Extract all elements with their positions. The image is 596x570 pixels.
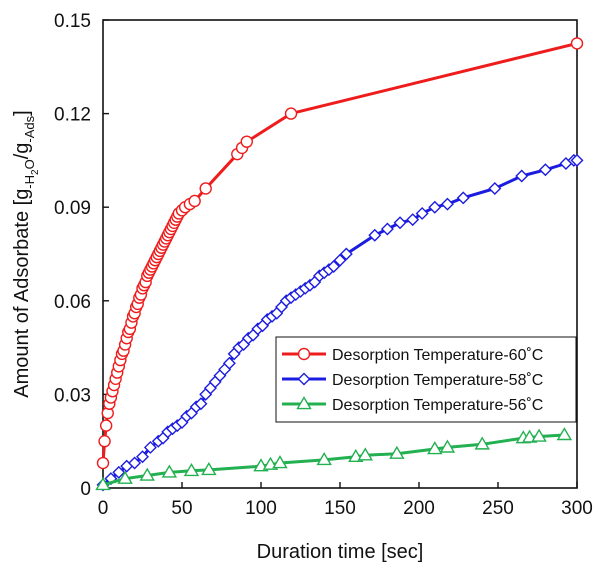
data-point-triangle [556,427,573,441]
legend-item-3: Desorption Temperature-56˚C [282,396,543,414]
data-point-diamond [368,228,382,242]
data-point-diamond [570,153,584,167]
data-point-diamond [194,397,208,411]
y-axis-title-sub1: -H [22,175,37,189]
y-axis-title-sub1-tail: O [22,159,37,169]
data-point-circle [99,419,113,432]
data-point-diamond [222,356,236,370]
data-point-diamond [128,456,142,470]
legend: Desorption Temperature-60˚C Desorption Te… [275,336,577,423]
data-point-triangle [117,470,133,484]
data-point-diamond [143,440,157,454]
data-point-circle [188,194,201,208]
series-1 [96,37,584,470]
data-point-triangle [161,464,178,478]
x-tick-label: 100 [245,498,277,519]
data-point-diamond [380,222,394,236]
data-point-triangle [296,396,312,410]
data-point-diamond [112,465,126,479]
y-axis-title-prefix: Amount of Adsorbate [g [11,189,33,398]
data-point-diamond [456,191,470,205]
y-tick-label: 0.06 [54,292,91,313]
series-layer [95,37,584,492]
data-point-diamond [339,247,353,261]
x-tick-label: 50 [171,498,192,519]
data-point-triangle [272,455,288,469]
ticks-layer: 0 50 100 150 200 250 300 0 0.03 0.06 0.09 0.12 0.15 [54,11,593,519]
y-tick-label: 0.15 [54,11,91,32]
data-point-triangle [389,445,405,459]
data-point-diamond [415,206,429,220]
data-point-circle [284,107,298,120]
y-axis-title-sub1-sub: 2 [30,169,41,175]
data-point-triangle [357,447,374,461]
data-point-diamond [327,259,341,273]
y-tick-label: 0 [80,479,91,500]
data-point-diamond [393,216,407,230]
legend-label: Desorption Temperature-58˚C [332,372,543,389]
x-tick-label: 200 [403,498,435,519]
y-axis-title-suffix: ] [11,110,33,116]
data-point-triangle [201,462,217,476]
data-point-triangle [316,452,332,466]
data-point-diamond [515,169,529,183]
data-point-triangle [139,467,155,481]
y-axis-title: Amount of Adsorbate [g-H2O/g-Ads] [11,110,41,397]
data-point-diamond [440,197,454,211]
legend-item-2: Desorption Temperature-58˚C [282,372,543,389]
x-tick-label: 300 [561,498,593,519]
data-point-circle [98,435,111,448]
data-point-circle [199,182,212,195]
data-point-circle [570,37,584,50]
data-point-diamond [406,213,420,227]
data-point-circle [240,135,253,148]
data-point-triangle [531,428,547,442]
data-point-diamond [488,181,502,195]
data-point-triangle [95,476,111,491]
x-tick-label: 150 [324,498,356,519]
series-3 [95,427,573,491]
data-point-triangle [183,462,200,477]
data-point-triangle [427,441,443,455]
x-axis-title: Duration time [sec] [257,541,424,563]
legend-item-1: Desorption Temperature-60˚C [282,347,543,364]
x-tick-label: 250 [482,498,514,519]
x-tick-label: 0 [98,498,109,519]
y-tick-label: 0.03 [54,385,91,406]
y-tick-label: 0.09 [54,198,91,219]
series-line [101,158,579,487]
data-point-circle [297,347,311,361]
y-axis-title-sub2: -Ads [22,115,37,142]
y-axis-title-slash: /g [11,143,33,160]
y-tick-label: 0.12 [54,105,91,126]
data-point-triangle [439,439,456,453]
data-point-diamond [428,200,442,214]
data-point-diamond [136,450,149,464]
data-point-diamond [297,372,311,386]
data-point-triangle [474,436,490,450]
legend-label: Desorption Temperature-60˚C [332,347,543,364]
data-point-circle [96,456,110,470]
data-point-diamond [333,253,347,267]
legend-label: Desorption Temperature-56˚C [332,397,543,414]
data-point-diamond [538,163,552,177]
